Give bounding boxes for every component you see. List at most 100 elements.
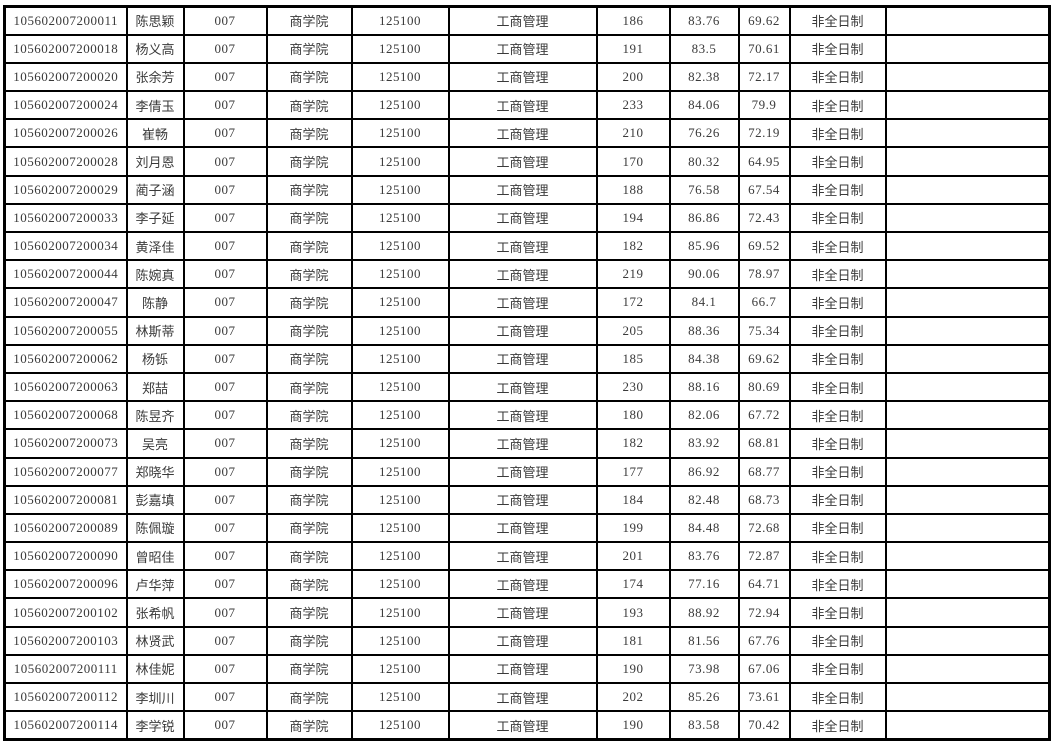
name-cell: 张余芳 bbox=[125, 61, 185, 93]
remark-cell bbox=[884, 456, 1051, 487]
remark-cell bbox=[884, 118, 1051, 149]
major-name-cell: 工商管理 bbox=[447, 569, 598, 600]
score3-cell: 69.52 bbox=[737, 230, 791, 262]
major-name-cell: 工商管理 bbox=[447, 484, 598, 515]
score2-cell: 84.38 bbox=[668, 343, 740, 374]
college-code-cell: 007 bbox=[182, 625, 268, 656]
college-code-cell: 007 bbox=[182, 287, 268, 318]
candidate-id-cell: 105602007200026 bbox=[3, 118, 128, 149]
table-row: 105602007200089 陈佩璇 007 商学院 125100 工商管理 … bbox=[3, 512, 1051, 544]
table-row: 105602007200090 曾昭佳 007 商学院 125100 工商管理 … bbox=[3, 541, 1051, 572]
study-mode-cell: 非全日制 bbox=[788, 484, 887, 515]
major-name-cell: 工商管理 bbox=[447, 5, 598, 36]
score3-cell: 64.71 bbox=[737, 569, 791, 600]
score3-cell: 78.97 bbox=[737, 259, 791, 290]
candidate-id-cell: 105602007200047 bbox=[3, 287, 128, 318]
study-mode-cell: 非全日制 bbox=[788, 230, 887, 262]
candidate-id-cell: 105602007200033 bbox=[3, 202, 128, 234]
candidate-id-cell: 105602007200089 bbox=[3, 512, 128, 544]
table-row: 105602007200018 杨义高 007 商学院 125100 工商管理 … bbox=[3, 33, 1051, 64]
name-cell: 彭嘉填 bbox=[125, 484, 185, 515]
study-mode-cell: 非全日制 bbox=[788, 681, 887, 713]
table-row: 105602007200062 杨铄 007 商学院 125100 工商管理 1… bbox=[3, 343, 1051, 374]
score2-cell: 83.58 bbox=[668, 710, 740, 741]
study-mode-cell: 非全日制 bbox=[788, 597, 887, 628]
name-cell: 张希帆 bbox=[125, 597, 185, 628]
candidate-id-cell: 105602007200055 bbox=[3, 315, 128, 346]
college-code-cell: 007 bbox=[182, 456, 268, 487]
score2-cell: 76.26 bbox=[668, 118, 740, 149]
college-name-cell: 商学院 bbox=[265, 259, 353, 290]
study-mode-cell: 非全日制 bbox=[788, 61, 887, 93]
major-code-cell: 125100 bbox=[350, 174, 450, 205]
college-code-cell: 007 bbox=[182, 653, 268, 685]
score3-cell: 67.76 bbox=[737, 625, 791, 656]
study-mode-cell: 非全日制 bbox=[788, 5, 887, 36]
table-row: 105602007200102 张希帆 007 商学院 125100 工商管理 … bbox=[3, 597, 1051, 628]
score2-cell: 83.92 bbox=[668, 428, 740, 459]
major-name-cell: 工商管理 bbox=[447, 681, 598, 713]
table-row: 105602007200020 张余芳 007 商学院 125100 工商管理 … bbox=[3, 61, 1051, 93]
admission-score-table: 105602007200011 陈思颖 007 商学院 125100 工商管理 … bbox=[3, 5, 1051, 741]
score3-cell: 80.69 bbox=[737, 371, 791, 403]
major-code-cell: 125100 bbox=[350, 484, 450, 515]
study-mode-cell: 非全日制 bbox=[788, 625, 887, 656]
major-name-cell: 工商管理 bbox=[447, 259, 598, 290]
name-cell: 蔺子涵 bbox=[125, 174, 185, 205]
college-name-cell: 商学院 bbox=[265, 541, 353, 572]
college-name-cell: 商学院 bbox=[265, 146, 353, 177]
college-name-cell: 商学院 bbox=[265, 33, 353, 64]
candidate-id-cell: 105602007200073 bbox=[3, 428, 128, 459]
remark-cell bbox=[884, 653, 1051, 685]
table-row: 105602007200033 李子延 007 商学院 125100 工商管理 … bbox=[3, 202, 1051, 234]
candidate-id-cell: 105602007200063 bbox=[3, 371, 128, 403]
score3-cell: 72.94 bbox=[737, 597, 791, 628]
major-name-cell: 工商管理 bbox=[447, 287, 598, 318]
score2-cell: 88.16 bbox=[668, 371, 740, 403]
remark-cell bbox=[884, 625, 1051, 656]
table-row: 105602007200024 李倩玉 007 商学院 125100 工商管理 … bbox=[3, 90, 1051, 121]
remark-cell bbox=[884, 681, 1051, 713]
score1-cell: 170 bbox=[595, 146, 671, 177]
score3-cell: 73.61 bbox=[737, 681, 791, 713]
college-name-cell: 商学院 bbox=[265, 681, 353, 713]
college-code-cell: 007 bbox=[182, 681, 268, 713]
candidate-id-cell: 105602007200068 bbox=[3, 400, 128, 431]
candidate-id-cell: 105602007200090 bbox=[3, 541, 128, 572]
college-name-cell: 商学院 bbox=[265, 428, 353, 459]
college-name-cell: 商学院 bbox=[265, 315, 353, 346]
college-code-cell: 007 bbox=[182, 146, 268, 177]
table-row: 105602007200111 林佳妮 007 商学院 125100 工商管理 … bbox=[3, 653, 1051, 685]
study-mode-cell: 非全日制 bbox=[788, 653, 887, 685]
college-code-cell: 007 bbox=[182, 512, 268, 544]
college-name-cell: 商学院 bbox=[265, 400, 353, 431]
score2-cell: 81.56 bbox=[668, 625, 740, 656]
major-name-cell: 工商管理 bbox=[447, 456, 598, 487]
college-name-cell: 商学院 bbox=[265, 90, 353, 121]
major-code-cell: 125100 bbox=[350, 202, 450, 234]
name-cell: 吴亮 bbox=[125, 428, 185, 459]
study-mode-cell: 非全日制 bbox=[788, 315, 887, 346]
college-name-cell: 商学院 bbox=[265, 597, 353, 628]
name-cell: 李圳川 bbox=[125, 681, 185, 713]
score1-cell: 200 bbox=[595, 61, 671, 93]
major-name-cell: 工商管理 bbox=[447, 146, 598, 177]
remark-cell bbox=[884, 541, 1051, 572]
table-row: 105602007200081 彭嘉填 007 商学院 125100 工商管理 … bbox=[3, 484, 1051, 515]
remark-cell bbox=[884, 90, 1051, 121]
score1-cell: 186 bbox=[595, 5, 671, 36]
score3-cell: 75.34 bbox=[737, 315, 791, 346]
college-name-cell: 商学院 bbox=[265, 202, 353, 234]
college-code-cell: 007 bbox=[182, 5, 268, 36]
score2-cell: 85.96 bbox=[668, 230, 740, 262]
score1-cell: 190 bbox=[595, 710, 671, 741]
score3-cell: 69.62 bbox=[737, 5, 791, 36]
study-mode-cell: 非全日制 bbox=[788, 174, 887, 205]
major-code-cell: 125100 bbox=[350, 681, 450, 713]
study-mode-cell: 非全日制 bbox=[788, 33, 887, 64]
college-code-cell: 007 bbox=[182, 61, 268, 93]
college-code-cell: 007 bbox=[182, 428, 268, 459]
remark-cell bbox=[884, 259, 1051, 290]
score3-cell: 69.62 bbox=[737, 343, 791, 374]
table-row: 105602007200077 郑晓华 007 商学院 125100 工商管理 … bbox=[3, 456, 1051, 487]
